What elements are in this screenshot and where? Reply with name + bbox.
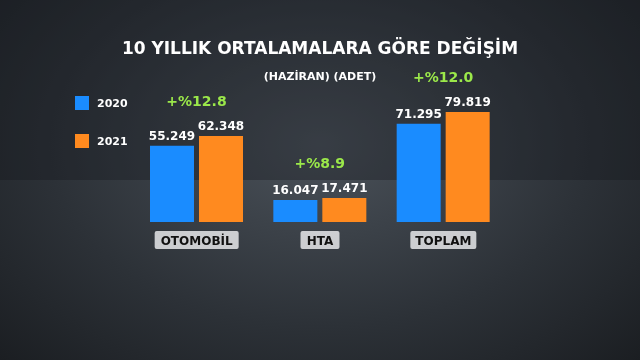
svg-text:71.295: 71.295 [396, 107, 442, 121]
svg-text:+%12.8: +%12.8 [166, 93, 226, 109]
svg-text:+%8.9: +%8.9 [295, 155, 346, 171]
svg-text:16.047: 16.047 [272, 183, 318, 197]
svg-text:17.471: 17.471 [321, 181, 367, 195]
html-text:(HAZİRAN) (ADET): (HAZİRAN) (ADET) [263, 70, 377, 83]
svg-text:HTA: HTA [307, 234, 334, 248]
svg-text:+%12.0: +%12.0 [413, 69, 474, 85]
svg-text:55.249: 55.249 [149, 129, 195, 143]
svg-text:79.819: 79.819 [445, 95, 491, 109]
html-text:2021: 2021 [97, 134, 128, 148]
svg-text:OTOMOBİL: OTOMOBİL [161, 233, 233, 248]
html-text:2020: 2020 [97, 96, 128, 110]
svg-text:62.348: 62.348 [198, 119, 244, 133]
html-text:10 YILLIK ORTALAMALARA GÖRE DE: 10 YILLIK ORTALAMALARA GÖRE DEĞİŞİM [121, 38, 519, 58]
svg-text:TOPLAM: TOPLAM [415, 234, 471, 248]
